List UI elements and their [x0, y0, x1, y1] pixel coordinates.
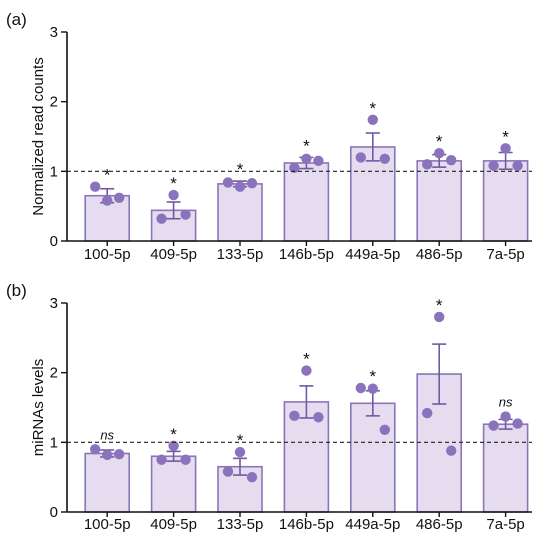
panel-a: (a) Normalized read counts * 100-5p * 409-5p *… [6, 10, 532, 263]
data-point [379, 153, 390, 164]
data-point [434, 148, 445, 159]
data-point [355, 152, 366, 163]
data-point [114, 192, 125, 204]
x-tick-label: 409-5p [150, 246, 197, 263]
panel-label: (b) [6, 281, 27, 300]
data-point [222, 177, 234, 188]
significance-label: * [237, 160, 244, 179]
bar [283, 162, 330, 242]
data-point [500, 143, 511, 154]
x-tick-label: 7a-5p [486, 246, 524, 263]
data-point [168, 440, 179, 452]
y-tick-label: 1 [50, 434, 58, 451]
y-tick-label: 2 [50, 365, 58, 382]
data-point [156, 454, 167, 465]
data-point [512, 418, 523, 429]
data-point [446, 445, 457, 456]
data-point [301, 365, 312, 376]
bar [416, 160, 463, 242]
data-point [422, 407, 433, 419]
x-tick-label: 133-5p [217, 516, 264, 533]
data-point [222, 466, 234, 477]
significance-label: ns [499, 395, 513, 410]
data-point [90, 181, 101, 192]
significance-label: * [436, 132, 443, 151]
data-point [180, 209, 191, 220]
data-point [234, 181, 246, 192]
data-point [313, 155, 324, 167]
data-point [434, 311, 445, 323]
panel-label: (a) [6, 10, 27, 29]
bar [150, 455, 197, 513]
y-tick-label: 3 [50, 24, 58, 41]
data-point [422, 159, 433, 170]
y-tick-label: 0 [50, 233, 58, 250]
bar [349, 402, 396, 513]
data-point [102, 449, 113, 461]
significance-label: ns [100, 427, 114, 442]
data-point [289, 410, 300, 422]
data-point [234, 446, 246, 458]
data-point [500, 411, 511, 422]
data-point [355, 382, 366, 394]
significance-label: * [104, 166, 111, 185]
significance-label: * [303, 350, 310, 369]
x-tick-label: 7a-5p [486, 516, 524, 533]
x-tick-label: 100-5p [84, 516, 131, 533]
data-point [313, 412, 324, 423]
data-point [301, 153, 312, 164]
significance-label: * [369, 367, 376, 386]
x-tick-label: 449a-5p [345, 246, 400, 263]
y-tick-label: 3 [50, 295, 58, 312]
data-point [367, 383, 378, 394]
significance-label: * [170, 174, 177, 193]
panel-b: (b) miRNAs levels ns 100-5p * 409-5p * 133-5p * 1… [6, 281, 532, 533]
bar [217, 183, 263, 242]
data-point [289, 162, 300, 174]
data-point [512, 160, 523, 171]
x-tick-label: 486-5p [416, 516, 463, 533]
significance-label: * [303, 136, 310, 155]
data-point [90, 444, 101, 455]
significance-label: * [369, 99, 376, 118]
data-point [367, 114, 378, 125]
data-point [180, 454, 191, 465]
x-tick-label: 133-5p [217, 246, 264, 263]
significance-label: * [170, 425, 177, 444]
y-tick-label: 2 [50, 94, 58, 111]
y-axis-label: Normalized read counts [30, 57, 47, 215]
data-point [114, 448, 125, 460]
data-point [168, 189, 179, 201]
x-tick-label: 409-5p [150, 516, 197, 533]
data-point [379, 424, 390, 435]
bar [482, 160, 529, 242]
bar [84, 452, 130, 513]
data-point [446, 154, 457, 166]
data-point [246, 177, 258, 189]
y-tick-label: 0 [50, 504, 58, 521]
data-point [488, 420, 499, 431]
y-tick-label: 1 [50, 163, 58, 180]
x-tick-label: 486-5p [416, 246, 463, 263]
x-tick-label: 146b-5p [279, 516, 334, 533]
x-tick-label: 100-5p [84, 246, 131, 263]
data-point [246, 471, 258, 483]
x-tick-label: 146b-5p [279, 246, 334, 263]
data-point [488, 160, 499, 171]
significance-label: * [502, 127, 509, 146]
significance-label: * [237, 431, 244, 450]
y-axis-label: miRNAs levels [30, 359, 47, 457]
data-point [156, 213, 167, 224]
x-tick-label: 449a-5p [345, 516, 400, 533]
bar [482, 423, 529, 513]
data-point [102, 195, 113, 206]
significance-label: * [436, 296, 443, 315]
